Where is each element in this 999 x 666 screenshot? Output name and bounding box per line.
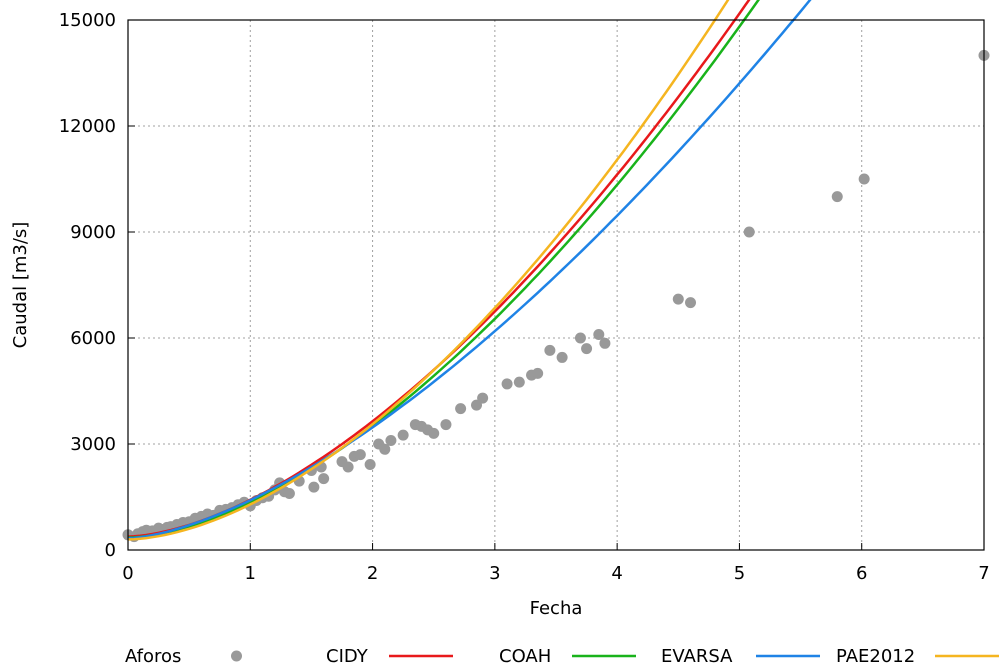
aforos-point — [342, 461, 354, 473]
legend: Aforos CIDY COAH EVARSA PAE2012 — [125, 646, 999, 666]
aforos-point — [364, 458, 376, 470]
y-axis-label: Caudal [m3/s] — [10, 222, 31, 349]
plot-area — [122, 0, 990, 543]
x-tick-label: 5 — [734, 563, 745, 584]
aforos-point — [428, 427, 440, 439]
legend-item-cidy: CIDY — [326, 646, 453, 666]
legend-item-evarsa: EVARSA — [661, 646, 820, 666]
x-tick-label: 3 — [489, 563, 500, 584]
aforos-point — [379, 443, 391, 455]
series-line-pae2012 — [127, 0, 730, 541]
aforos-point — [501, 378, 513, 390]
legend-item-pae2012: PAE2012 — [836, 646, 999, 666]
aforos-point — [318, 473, 330, 485]
legend-label: COAH — [499, 646, 551, 666]
aforos-point — [513, 376, 525, 388]
y-tick-label: 6000 — [70, 328, 116, 349]
aforos-point — [397, 429, 409, 441]
plot-frame — [127, 19, 985, 551]
y-tick-label: 15000 — [59, 10, 116, 31]
y-tick-label: 0 — [105, 540, 116, 561]
aforos-point — [593, 328, 605, 340]
x-axis: 0 1 2 3 4 5 6 7 — [122, 543, 990, 584]
aforos-point — [440, 419, 452, 431]
aforos-point — [672, 293, 684, 305]
aforos-point — [831, 191, 843, 203]
legend-label: EVARSA — [661, 646, 733, 666]
x-tick-label: 1 — [245, 563, 256, 584]
legend-label: PAE2012 — [836, 646, 915, 666]
legend-label: CIDY — [326, 646, 369, 666]
aforos-point — [599, 337, 611, 349]
aforos-point — [283, 487, 295, 499]
series-line-evarsa — [127, 0, 812, 540]
aforos-point — [685, 297, 697, 309]
aforos-point — [532, 367, 544, 379]
aforos-point — [574, 332, 586, 344]
series-line-coah — [127, 0, 760, 539]
aforos-point — [858, 173, 870, 185]
x-tick-label: 0 — [122, 563, 133, 584]
y-tick-label: 3000 — [70, 434, 116, 455]
legend-item-aforos: Aforos — [125, 646, 242, 666]
aforos-point — [544, 344, 556, 356]
x-tick-label: 4 — [611, 563, 622, 584]
legend-marker — [231, 650, 242, 662]
x-tick-label: 6 — [856, 563, 867, 584]
legend-label: Aforos — [125, 646, 181, 666]
grid — [128, 20, 984, 550]
y-tick-label: 12000 — [59, 116, 116, 137]
aforos-point — [308, 481, 320, 493]
aforos-point — [743, 226, 755, 238]
aforos-point — [385, 434, 397, 446]
aforos-point — [581, 343, 593, 355]
aforos-point — [455, 403, 467, 415]
x-tick-label: 7 — [978, 563, 989, 584]
aforos-point — [477, 392, 489, 404]
aforos-point — [354, 449, 366, 461]
series-aforos — [122, 49, 990, 543]
x-axis-label: Fecha — [530, 598, 583, 619]
series-line-cidy — [127, 0, 751, 538]
legend-item-coah: COAH — [499, 646, 636, 666]
y-tick-label: 9000 — [70, 222, 116, 243]
aforos-point — [556, 351, 568, 363]
y-axis: 0 3000 6000 9000 12000 15000 — [59, 10, 135, 561]
x-tick-label: 2 — [367, 563, 378, 584]
